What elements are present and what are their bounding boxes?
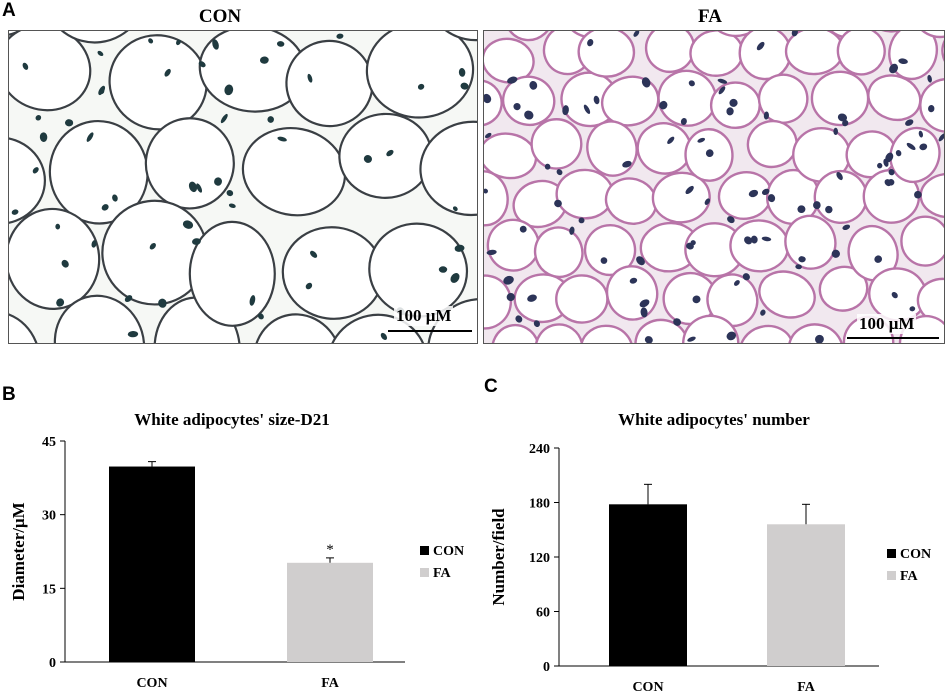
chart-title: White adipocytes' number <box>618 410 810 429</box>
y-tick-label: 180 <box>529 497 550 512</box>
nuclei <box>484 31 944 343</box>
legend-label-con: CON <box>900 547 931 562</box>
y-tick-label: 120 <box>529 551 550 566</box>
y-tick-label: 15 <box>42 582 56 597</box>
y-tick-label: 60 <box>536 606 550 621</box>
panel-letter-c: C <box>484 376 498 397</box>
scale-bar-con <box>388 330 472 332</box>
panel-letter-a: A <box>2 0 16 21</box>
scale-bar-fa <box>847 337 939 339</box>
y-tick-label: 30 <box>42 509 56 524</box>
chart-b: White adipocytes' size-D21 Diameter/μM 0 15… <box>0 395 474 695</box>
legend-swatch-con <box>887 549 896 558</box>
x-tick-label: FA <box>321 676 340 691</box>
bar-fa <box>767 524 845 666</box>
bar-con <box>609 504 687 666</box>
y-axis-label: Number/field <box>489 508 508 606</box>
legend-label-fa: FA <box>900 569 919 584</box>
chart-title: White adipocytes' size-D21 <box>134 410 329 429</box>
cell-outlines <box>484 31 944 343</box>
bar-con <box>109 466 195 662</box>
scale-label-fa: 100 μM <box>857 314 917 334</box>
panel-letter-b: B <box>2 384 16 405</box>
x-tick-label: CON <box>632 680 663 695</box>
x-tick-label: CON <box>136 676 167 691</box>
y-tick-label: 240 <box>529 442 550 457</box>
bar-fa <box>287 562 373 662</box>
significance-marker: * <box>326 542 334 558</box>
legend-swatch-fa <box>887 571 896 580</box>
chart-c: White adipocytes' number Number/field 0 60 1… <box>474 395 948 695</box>
x-tick-label: FA <box>797 680 816 695</box>
legend-swatch-fa <box>420 568 429 577</box>
y-tick-label: 0 <box>543 660 550 675</box>
cell-outlines <box>9 31 477 343</box>
legend-label-fa: FA <box>433 566 452 581</box>
scale-label-con: 100 μM <box>394 306 454 326</box>
micrograph-fa <box>483 30 945 344</box>
micrograph-con <box>8 30 478 344</box>
y-tick-label: 0 <box>49 656 56 671</box>
legend-label-con: CON <box>433 544 464 559</box>
legend-swatch-con <box>420 546 429 555</box>
y-axis-label: Diameter/μM <box>9 502 28 600</box>
micrograph-title-con: CON <box>198 6 242 27</box>
micrograph-title-fa: FA <box>698 6 722 27</box>
y-tick-label: 45 <box>42 435 56 450</box>
nuclei <box>11 33 469 340</box>
